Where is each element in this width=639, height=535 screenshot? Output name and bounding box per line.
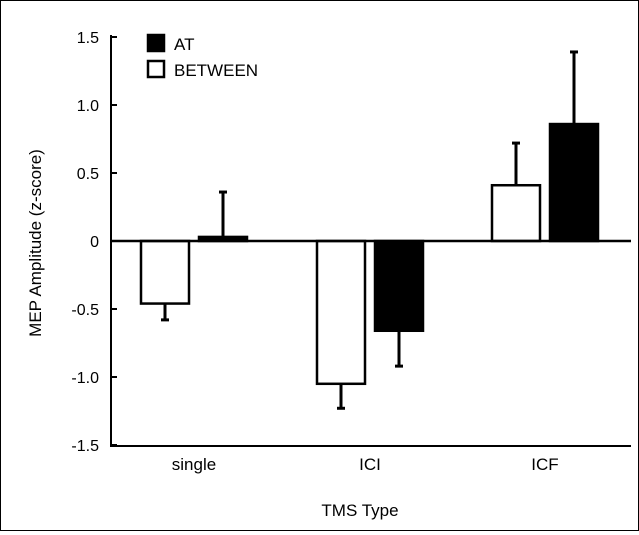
y-tick-label: -1.5 <box>71 438 99 455</box>
bar <box>373 239 425 333</box>
y-tick-label: -1.0 <box>71 370 99 387</box>
x-axis-title: TMS Type <box>321 501 398 520</box>
y-tick-label: 0 <box>90 234 99 251</box>
y-tick-label: 1.0 <box>77 98 99 115</box>
legend: AT BETWEEN <box>146 33 258 80</box>
x-categories: single ICI ICF <box>172 455 559 474</box>
y-tick-label: -0.5 <box>71 302 99 319</box>
y-axis-title: MEP Amplitude (z-score) <box>26 149 45 337</box>
category-label: ICF <box>531 455 558 474</box>
legend-swatch <box>146 59 166 79</box>
y-ticks: 1.5 1.0 0.5 0 -0.5 -1.0 -1.5 <box>71 30 117 455</box>
category-label: single <box>172 455 216 474</box>
y-tick-label: 0.5 <box>77 166 99 183</box>
y-tick-label: 1.5 <box>77 30 99 47</box>
bar <box>315 239 367 386</box>
bar <box>548 122 600 243</box>
legend-label: BETWEEN <box>174 61 258 80</box>
bar <box>139 239 191 305</box>
bars <box>139 50 600 410</box>
bar <box>490 183 542 243</box>
category-label: ICI <box>359 455 381 474</box>
legend-label: AT <box>174 35 194 54</box>
legend-swatch <box>146 33 166 53</box>
